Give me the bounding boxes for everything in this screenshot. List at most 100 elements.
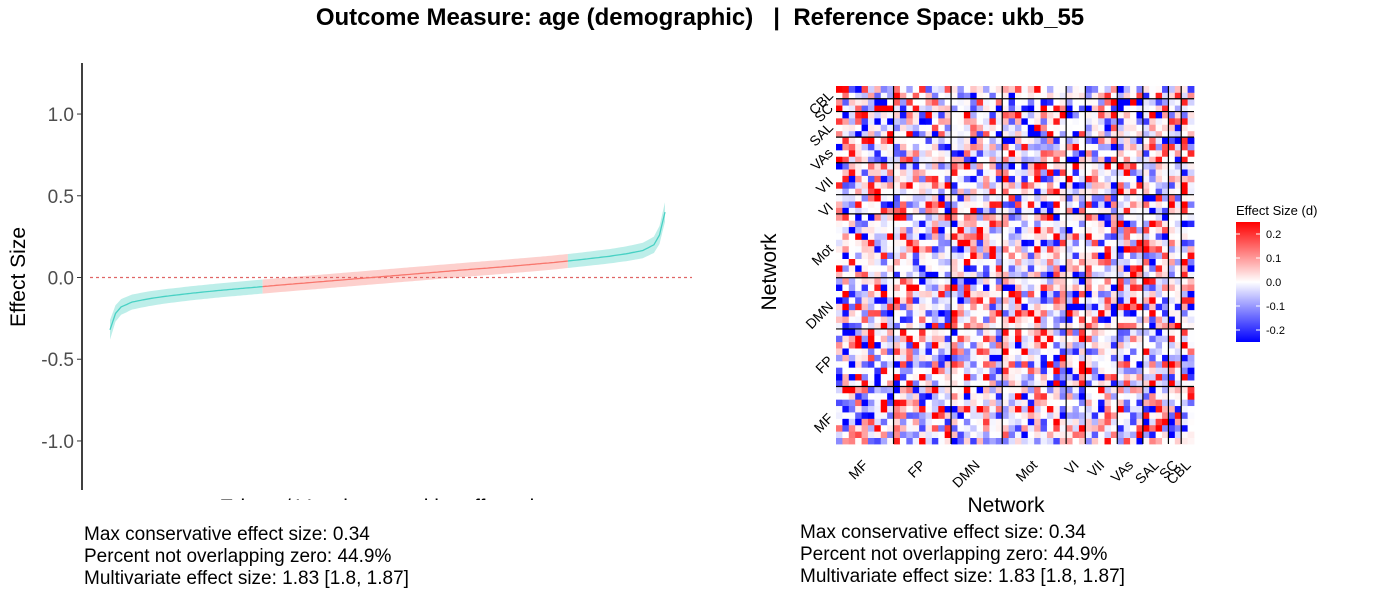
heatmap-cell xyxy=(874,354,882,362)
heatmap-cell xyxy=(848,290,856,298)
heatmap-cell xyxy=(1066,367,1073,375)
heatmap-cell xyxy=(1142,169,1150,176)
heatmap-cell xyxy=(1040,92,1048,100)
heatmap-cell xyxy=(944,105,952,112)
heatmap-cell xyxy=(1008,437,1016,445)
heatmap-cell xyxy=(880,277,888,285)
heatmap-cell xyxy=(1021,169,1029,176)
heatmap-cell xyxy=(1046,92,1054,100)
heatmap-cell xyxy=(1078,322,1086,330)
heatmap-cell xyxy=(938,130,946,138)
heatmap-cell xyxy=(1078,233,1086,240)
heatmap-cell xyxy=(1021,220,1029,228)
heatmap-cell xyxy=(867,213,875,221)
heatmap-cell xyxy=(836,392,843,400)
heatmap-cell xyxy=(912,431,920,438)
heatmap-cell xyxy=(989,111,997,119)
heatmap-cell xyxy=(1091,399,1099,407)
heatmap-cell xyxy=(906,380,914,387)
heatmap-cell xyxy=(861,124,869,132)
heatmap-cell xyxy=(836,124,843,132)
heatmap-cell xyxy=(899,137,907,144)
heatmap-cell xyxy=(995,162,1003,170)
heatmap-cell xyxy=(1168,316,1176,323)
heatmap-cell xyxy=(938,233,946,240)
heatmap-cell xyxy=(1078,149,1086,157)
heatmap-cell xyxy=(1008,124,1016,132)
heatmap-cell xyxy=(1027,258,1035,266)
heatmap-cell xyxy=(1066,188,1073,196)
heatmap-cell xyxy=(944,335,952,343)
heatmap-cell xyxy=(944,252,952,259)
heatmap-cell xyxy=(1104,424,1112,432)
heatmap-cell xyxy=(1053,386,1061,394)
heatmap-cell xyxy=(938,412,946,419)
heatmap-cell xyxy=(1168,245,1176,253)
heatmap-cell xyxy=(1008,252,1016,259)
heatmap-cell xyxy=(938,303,946,311)
heatmap-cell xyxy=(970,424,978,432)
heatmap-cell xyxy=(1002,117,1009,125)
heatmap-cell xyxy=(880,341,888,349)
heatmap-cell xyxy=(957,149,965,157)
heatmap-cell xyxy=(1117,124,1125,132)
heatmap-cell xyxy=(976,309,984,317)
heatmap-cell xyxy=(1040,239,1048,247)
heatmap-cell xyxy=(912,354,920,362)
heatmap-cell xyxy=(1066,412,1073,419)
heatmap-cell xyxy=(842,92,850,100)
heatmap-cell xyxy=(1168,309,1176,317)
heatmap-cell xyxy=(963,213,971,221)
heatmap-cell xyxy=(1098,245,1105,253)
heatmap-cell xyxy=(861,284,869,291)
heatmap-cell xyxy=(1072,284,1080,291)
heatmap-cell xyxy=(1053,360,1061,368)
heatmap-cell xyxy=(1040,86,1048,93)
heatmap-cell xyxy=(1104,348,1112,355)
heatmap-cell xyxy=(836,194,843,202)
heatmap-cell xyxy=(912,194,920,202)
heatmap-cell xyxy=(867,412,875,419)
heatmap-cell xyxy=(1091,303,1099,311)
heatmap-cell xyxy=(1072,392,1080,400)
heatmap-cell xyxy=(1104,245,1112,253)
heatmap-cell xyxy=(1015,124,1022,132)
heatmap-cell xyxy=(1136,239,1144,247)
heatmap-cell xyxy=(1002,169,1009,176)
heatmap-cell xyxy=(1130,117,1137,125)
heatmap-cell xyxy=(1015,117,1022,125)
heatmap-cell xyxy=(995,405,1003,413)
heatmap-cell xyxy=(880,380,888,387)
heatmap-cell xyxy=(887,405,894,413)
heatmap-cell xyxy=(1168,213,1176,221)
heatmap-cell xyxy=(861,437,869,445)
heatmap-cell xyxy=(1021,309,1029,317)
heatmap-cell xyxy=(1015,271,1022,279)
heatmap-cell xyxy=(1085,277,1093,285)
heatmap-cell xyxy=(887,418,894,426)
heatmap-cell xyxy=(906,296,914,304)
heatmap-cell xyxy=(874,156,882,164)
heatmap-cell xyxy=(848,277,856,285)
heatmap-cell xyxy=(1008,213,1016,221)
heatmap-cell xyxy=(848,175,856,183)
heatmap-cell xyxy=(1117,360,1125,368)
heatmap-cell xyxy=(938,213,946,221)
heatmap-cell xyxy=(887,86,894,93)
heatmap-cell xyxy=(919,169,926,176)
heatmap-cell xyxy=(1046,156,1054,164)
heatmap-cell xyxy=(880,111,888,119)
heatmap-cell xyxy=(1187,239,1195,247)
heatmap-cell xyxy=(1015,98,1022,106)
heatmap-cell xyxy=(1085,412,1093,419)
heatmap-cell xyxy=(957,360,965,368)
heatmap-cell xyxy=(1008,239,1016,247)
heatmap-cell xyxy=(989,380,997,387)
heatmap-cell xyxy=(906,418,914,426)
heatmap-cell xyxy=(1034,98,1041,106)
heatmap-cell xyxy=(976,271,984,279)
heatmap-cell xyxy=(1085,296,1093,304)
heatmap-cell xyxy=(1078,296,1086,304)
heatmap-cell xyxy=(1117,175,1125,183)
heatmap-cell xyxy=(1155,207,1163,215)
